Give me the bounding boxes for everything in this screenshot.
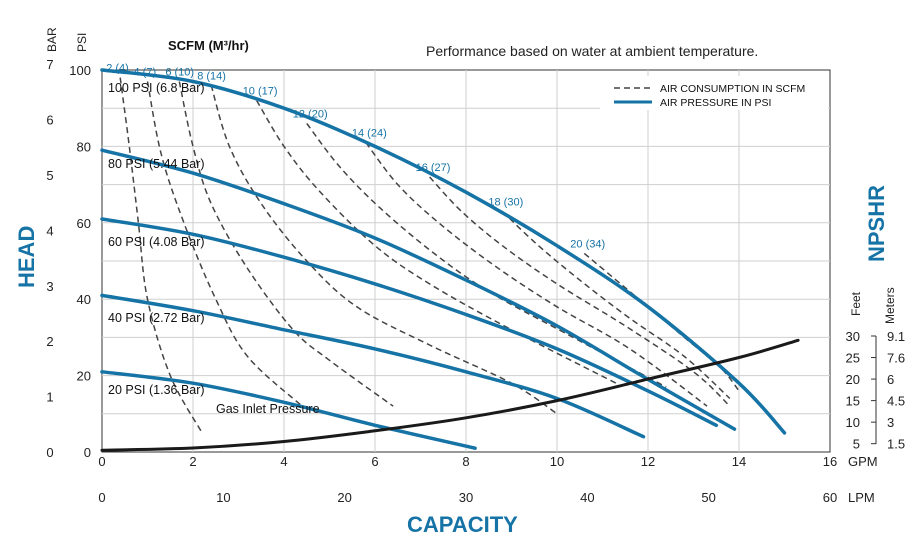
npshr-meter-tick-label: 4.5	[887, 394, 905, 409]
x-axis-title: CAPACITY	[407, 512, 518, 537]
air-consumption-label: 20 (34)	[570, 238, 605, 250]
air-pressure-label: 100 PSI (6.8 Bar)	[108, 81, 205, 95]
legend: AIR CONSUMPTION IN SCFM AIR PRESSURE IN …	[600, 76, 828, 110]
npshr-feet-tick-label: 5	[853, 437, 860, 452]
meters-unit-label: Meters	[883, 287, 897, 324]
y-bar-tick-label: 0	[46, 445, 53, 460]
x-gpm-tick-label: 8	[462, 454, 469, 469]
air-consumption-line	[146, 81, 303, 407]
y-psi-tick-label: 100	[69, 63, 91, 78]
npshr-feet-tick-label: 30	[846, 329, 860, 344]
gas-inlet-pressure-label: Gas Inlet Pressure	[216, 402, 320, 416]
y-psi-tick-label: 40	[77, 292, 91, 307]
y-psi-tick-label: 20	[77, 369, 91, 384]
air-pressure-line	[100, 370, 477, 450]
x-lpm-tick-label: 0	[98, 490, 105, 505]
axis-ticks: 0 2 4 6 8 10 12 14 160 10 20 30 40 50 6002040608010001…	[46, 57, 905, 505]
y-bar-tick-label: 6	[46, 113, 53, 128]
y-bar-tick-label: 1	[46, 390, 53, 405]
x-lpm-tick-label: 30	[459, 490, 473, 505]
y-axis-title: HEAD	[14, 226, 39, 288]
gridlines	[102, 70, 830, 452]
air-pressure-label: 40 PSI (2.72 Bar)	[108, 311, 205, 325]
npshr-meter-tick-label: 7.6	[887, 351, 905, 366]
gpm-unit-label: GPM	[848, 454, 878, 469]
bar-unit-label: BAR	[45, 27, 59, 52]
y-psi-tick-label: 80	[77, 139, 91, 154]
air-consumption-label: 8 (14)	[197, 70, 226, 82]
air-pressure-label: 80 PSI (5.44 Bar)	[108, 157, 205, 171]
y-bar-tick-label: 3	[46, 279, 53, 294]
npshr-meter-tick-label: 3	[887, 415, 894, 430]
air-pressure-label: 60 PSI (4.08 Bar)	[108, 235, 205, 249]
npshr-meter-tick-label: 1.5	[887, 437, 905, 452]
lpm-unit-label: LPM	[848, 490, 875, 505]
x-gpm-tick-label: 4	[280, 454, 287, 469]
x-gpm-tick-label: 12	[641, 454, 655, 469]
chart-title: Performance based on water at ambient te…	[426, 43, 758, 59]
legend-air-label: AIR CONSUMPTION IN SCFM	[660, 83, 805, 95]
air-consumption-line	[210, 85, 558, 415]
y-bar-tick-label: 7	[46, 57, 53, 72]
npshr-feet-tick-label: 25	[846, 351, 860, 366]
feet-unit-label: Feet	[849, 291, 863, 316]
npshr-feet-tick-label: 20	[846, 372, 860, 387]
npshr-meter-tick-label: 9.1	[887, 329, 905, 344]
x-gpm-tick-label: 6	[371, 454, 378, 469]
x-lpm-tick-label: 40	[580, 490, 594, 505]
x-gpm-tick-label: 0	[98, 454, 105, 469]
air-consumption-line	[178, 81, 394, 407]
x-gpm-tick-label: 2	[189, 454, 196, 469]
air-pressure-label: 20 PSI (1.36 Bar)	[108, 383, 205, 397]
y2-axis-title: NPSHR	[864, 185, 889, 262]
air-pressure-line	[100, 293, 646, 439]
npshr-feet-tick-label: 15	[846, 394, 860, 409]
x-lpm-tick-label: 10	[216, 490, 230, 505]
x-lpm-tick-label: 60	[823, 490, 837, 505]
npshr-curve: Gas Inlet Pressure	[100, 338, 800, 452]
air-consumption-curves: 2 (4) 4 (7) 6 (10) 8 (14)10 (17)12 (20)14 (…	[106, 63, 740, 434]
air-consumption-line	[306, 123, 667, 388]
air-consumption-label: 14 (24)	[352, 128, 387, 140]
y-psi-tick-label: 0	[84, 445, 91, 460]
air-consumption-label: 6 (10)	[165, 66, 194, 78]
x-gpm-tick-label: 14	[732, 454, 746, 469]
air-header: SCFM (M³/hr)	[168, 38, 249, 53]
air-pressure-line	[100, 68, 787, 435]
air-consumption-line	[256, 100, 617, 384]
npshr-meter-tick-label: 6	[887, 372, 894, 387]
x-gpm-tick-label: 10	[550, 454, 564, 469]
air-consumption-label: 12 (20)	[293, 108, 328, 120]
y-bar-tick-label: 5	[46, 168, 53, 183]
air-consumption-label: 10 (17)	[243, 86, 278, 98]
x-lpm-tick-label: 20	[337, 490, 351, 505]
y-psi-tick-label: 60	[77, 216, 91, 231]
air-consumption-line	[501, 210, 731, 400]
psi-unit-label: PSI	[75, 33, 89, 52]
legend-pressure-label: AIR PRESSURE IN PSI	[660, 97, 771, 109]
air-consumption-line	[365, 142, 708, 407]
y-bar-tick-label: 2	[46, 334, 53, 349]
legend-box	[600, 76, 828, 110]
npshr-line	[100, 338, 800, 452]
air-consumption-label: 18 (30)	[488, 196, 523, 208]
y-bar-tick-label: 4	[46, 223, 53, 238]
air-pressure-curves: 100 PSI (6.8 Bar) 80 PSI (5.44 Bar) 60 PSI…	[100, 68, 787, 450]
npshr-feet-tick-label: 10	[846, 415, 860, 430]
air-pressure-line	[100, 148, 737, 431]
x-lpm-tick-label: 50	[701, 490, 715, 505]
x-gpm-tick-label: 16	[823, 454, 837, 469]
